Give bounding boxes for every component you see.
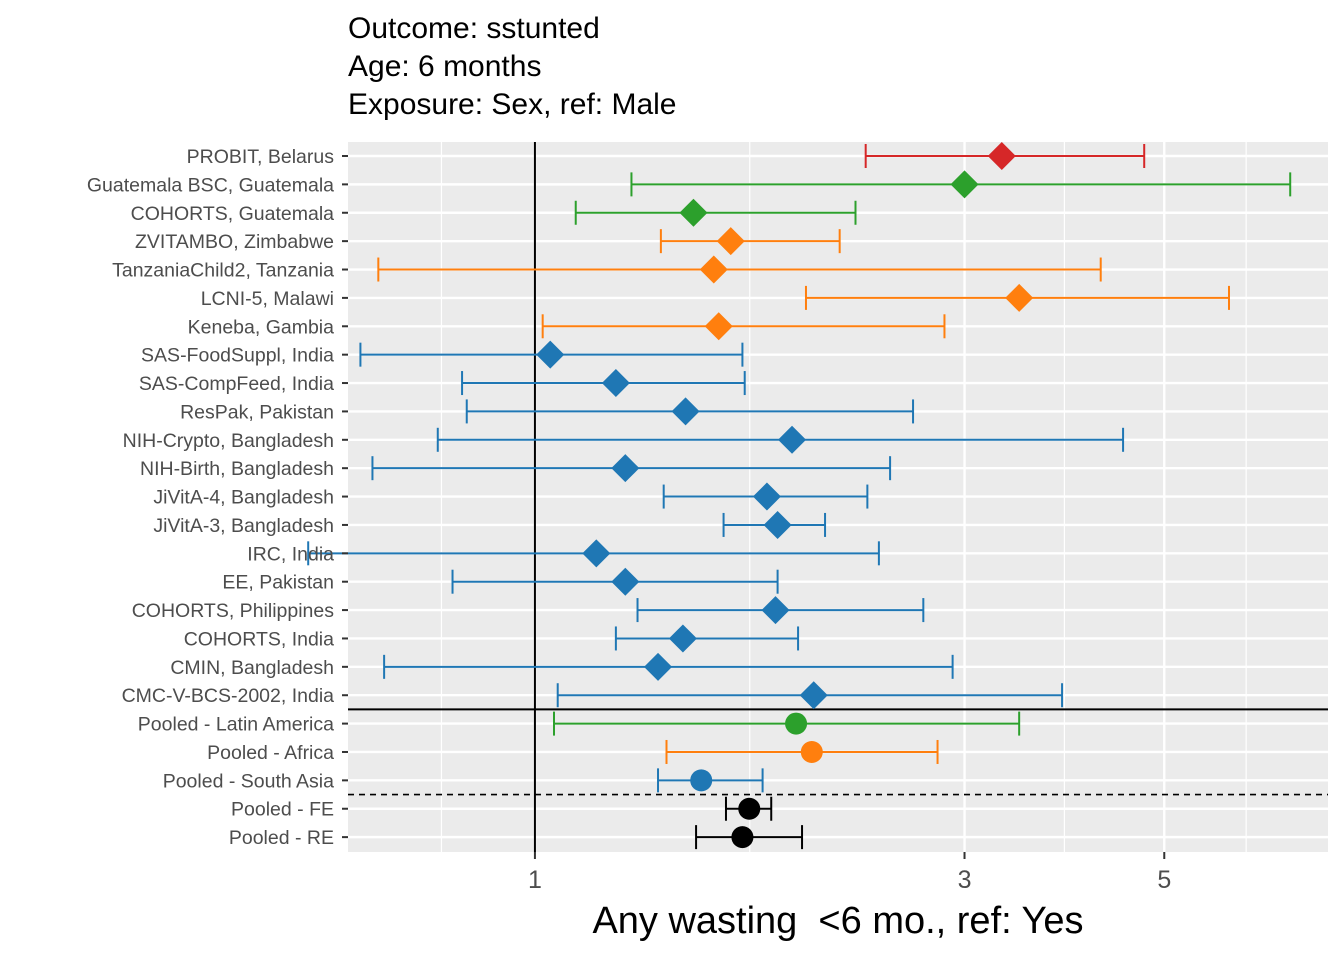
estimate-diamond bbox=[950, 170, 979, 199]
estimate-diamond bbox=[778, 425, 807, 454]
y-tick-label: EE, Pakistan bbox=[222, 572, 334, 594]
estimate-diamond bbox=[671, 397, 700, 426]
y-tick-label: IRC, India bbox=[247, 543, 334, 565]
estimate-diamond bbox=[644, 652, 673, 681]
y-tick-label: PROBIT, Belarus bbox=[187, 146, 335, 168]
estimate-circle bbox=[690, 769, 713, 792]
estimate-diamond bbox=[799, 681, 828, 710]
estimate-diamond bbox=[761, 596, 790, 625]
estimate-diamond bbox=[611, 567, 640, 596]
y-tick-label: NIH-Crypto, Bangladesh bbox=[123, 430, 334, 452]
y-tick-label: LCNI-5, Malawi bbox=[201, 288, 334, 310]
estimate-diamond bbox=[582, 539, 611, 568]
y-tick-label: COHORTS, Philippines bbox=[132, 600, 335, 622]
y-tick-label: JiVitA-3, Bangladesh bbox=[153, 515, 334, 537]
estimate-diamond bbox=[699, 255, 728, 284]
estimate-diamond bbox=[1005, 283, 1034, 312]
estimate-diamond bbox=[679, 198, 708, 227]
estimate-circle bbox=[785, 712, 808, 735]
y-tick-label: CMC-V-BCS-2002, India bbox=[122, 685, 335, 707]
y-tick-label: SAS-CompFeed, India bbox=[139, 373, 334, 395]
y-tick-label: Guatemala BSC, Guatemala bbox=[87, 174, 334, 196]
estimate-diamond bbox=[752, 482, 781, 511]
estimate-diamond bbox=[716, 227, 745, 256]
y-tick-label: Pooled - RE bbox=[229, 827, 334, 849]
estimate-diamond bbox=[763, 510, 792, 539]
y-tick-label: CMIN, Bangladesh bbox=[170, 657, 334, 679]
y-tick-label: ResPak, Pakistan bbox=[180, 401, 334, 423]
chart-title-line-1: Outcome: sstunted bbox=[348, 12, 600, 45]
y-tick-label: Keneba, Gambia bbox=[188, 316, 335, 338]
x-axis-label: Any wasting <6 mo., ref: Yes bbox=[592, 900, 1084, 942]
y-tick-label: SAS-FoodSuppl, India bbox=[141, 345, 334, 367]
estimate-diamond bbox=[611, 454, 640, 483]
y-tick-label: ZVITAMBO, Zimbabwe bbox=[135, 231, 334, 253]
estimate-diamond bbox=[601, 369, 630, 398]
y-tick-label: Pooled - South Asia bbox=[163, 770, 334, 792]
y-tick-label: Pooled - FE bbox=[231, 799, 334, 821]
estimate-diamond bbox=[668, 624, 697, 653]
x-tick-label: 5 bbox=[1157, 866, 1171, 894]
chart-title-line-3: Exposure: Sex, ref: Male bbox=[348, 88, 677, 121]
estimate-diamond bbox=[987, 142, 1016, 170]
estimate-circle bbox=[738, 797, 761, 820]
chart-title-line-2: Age: 6 months bbox=[348, 50, 542, 83]
y-tick-label: Pooled - Africa bbox=[207, 742, 334, 764]
estimate-diamond bbox=[704, 312, 733, 341]
y-tick-label: TanzaniaChild2, Tanzania bbox=[112, 260, 334, 282]
x-tick-label: 1 bbox=[528, 866, 542, 894]
y-tick-label: JiVitA-4, Bangladesh bbox=[153, 487, 334, 509]
estimate-circle bbox=[731, 826, 754, 849]
estimate-diamond bbox=[536, 340, 565, 369]
y-tick-label: COHORTS, India bbox=[184, 628, 334, 650]
y-tick-label: Pooled - Latin America bbox=[138, 714, 334, 736]
x-tick-label: 3 bbox=[958, 866, 972, 894]
y-tick-label: COHORTS, Guatemala bbox=[131, 203, 335, 225]
y-tick-label: NIH-Birth, Bangladesh bbox=[140, 458, 334, 480]
estimate-circle bbox=[800, 740, 823, 763]
